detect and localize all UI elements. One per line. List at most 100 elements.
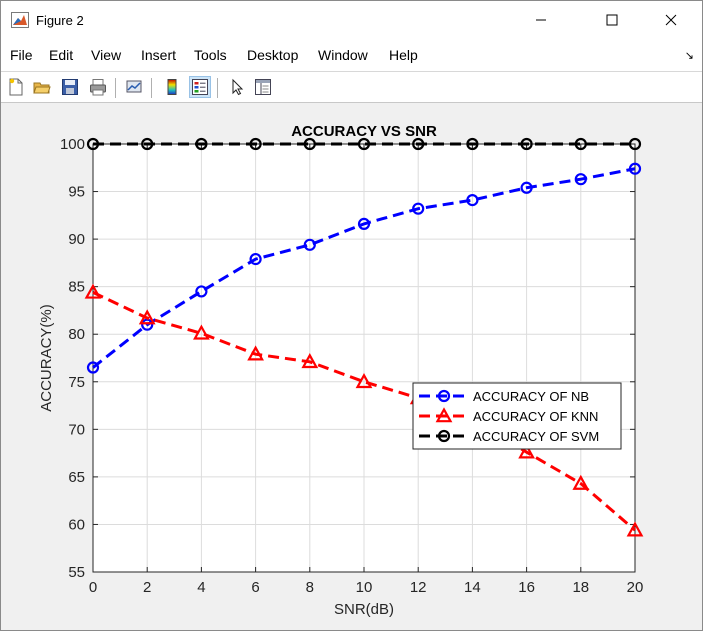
edit-plot-button[interactable] — [226, 76, 248, 98]
close-button[interactable] — [648, 1, 694, 39]
x-tick-label: 6 — [251, 579, 259, 596]
x-tick-label: 4 — [197, 579, 205, 596]
menu-window[interactable]: Window — [318, 47, 368, 63]
menu-bar: File Edit View Insert Tools Desktop Wind… — [1, 39, 702, 71]
x-tick-label: 2 — [143, 579, 151, 596]
menu-desktop[interactable]: Desktop — [247, 47, 299, 63]
menu-view[interactable]: View — [91, 47, 122, 63]
save-button[interactable] — [59, 76, 81, 98]
legend[interactable]: ACCURACY OF NB ACCURACY OF KNN ACCURACY OF… — [412, 382, 622, 450]
open-file-icon — [33, 82, 51, 94]
menu-file[interactable]: File — [10, 47, 33, 63]
data-point-svm — [412, 137, 425, 151]
toolbar-separator — [115, 78, 116, 98]
toolbar-separator — [151, 78, 152, 98]
data-point-nb — [466, 194, 479, 207]
data-point-nb — [195, 285, 208, 298]
data-point-nb — [520, 181, 533, 194]
data-point-nb — [86, 361, 100, 374]
legend-marker-svm — [437, 429, 451, 443]
legend-marker-knn — [435, 407, 453, 423]
x-tick-label: 12 — [410, 579, 427, 596]
print-icon — [90, 79, 106, 96]
edit-plot-pointer-icon — [232, 78, 244, 96]
x-axis-label: SNR(dB) — [334, 601, 394, 618]
data-point-nb — [303, 238, 316, 251]
data-point-knn — [84, 283, 102, 299]
dock-arrow-icon[interactable]: ↘ — [684, 50, 694, 62]
data-point-nb — [141, 318, 154, 331]
series-svm — [86, 137, 642, 151]
data-point-knn — [247, 345, 264, 361]
y-tick-label: 60 — [68, 516, 85, 533]
accuracy-plot[interactable]: 0 2 4 6 8 10 12 14 16 18 20 55 60 65 70 75 80 85 90 95 100 A… — [2, 104, 702, 630]
data-point-svm — [249, 137, 262, 151]
legend-icon — [192, 79, 208, 95]
link-plot-button[interactable] — [123, 76, 145, 98]
menu-insert[interactable]: Insert — [141, 47, 177, 63]
series-line-nb — [92, 167, 636, 369]
print-button[interactable] — [87, 76, 109, 98]
window-title: Figure 2 — [36, 13, 84, 28]
data-point-nb — [574, 173, 587, 186]
toolbar-separator — [217, 78, 218, 98]
legend-marker-nb — [437, 389, 451, 403]
data-point-svm — [141, 137, 154, 151]
x-tick-label: 10 — [356, 579, 373, 596]
maximize-icon — [606, 14, 618, 26]
data-point-svm — [357, 137, 371, 151]
matlab-logo-icon — [11, 12, 29, 28]
x-tick-label: 0 — [89, 579, 97, 596]
new-figure-icon — [9, 78, 23, 96]
data-point-knn — [518, 443, 535, 459]
property-inspector-button[interactable] — [252, 76, 274, 98]
y-tick-label: 90 — [68, 231, 85, 248]
data-point-knn — [301, 353, 319, 369]
x-tick-label: 20 — [627, 579, 644, 596]
colorbar-icon — [167, 79, 177, 95]
legend-label-nb: ACCURACY OF NB — [473, 389, 589, 404]
figure-canvas: 0 2 4 6 8 10 12 14 16 18 20 55 60 65 70 75 80 85 90 95 100 A… — [2, 104, 702, 630]
property-inspector-icon — [255, 79, 271, 95]
data-point-svm — [628, 137, 642, 151]
y-tick-label: 95 — [68, 184, 85, 201]
new-figure-button[interactable] — [5, 76, 27, 98]
data-point-knn — [355, 373, 373, 389]
colorbar-button[interactable] — [161, 76, 183, 98]
y-axis-label: ACCURACY(%) — [38, 304, 55, 412]
y-tick-label: 70 — [68, 421, 85, 438]
data-point-nb — [249, 252, 262, 266]
y-tick-label: 100 — [60, 136, 85, 153]
y-tick-label: 80 — [68, 326, 85, 343]
close-icon — [665, 14, 677, 26]
data-point-knn — [626, 521, 644, 537]
chart-title: ACCURACY VS SNR — [291, 123, 437, 140]
x-tick-label: 16 — [518, 579, 535, 596]
title-bar[interactable]: Figure 2 — [1, 1, 702, 39]
data-point-knn — [193, 324, 210, 340]
legend-button[interactable] — [189, 76, 211, 98]
y-tick-label: 55 — [68, 564, 85, 581]
link-plot-icon — [126, 80, 142, 93]
y-tick-label: 65 — [68, 469, 85, 486]
data-point-svm — [574, 137, 587, 151]
minimize-button[interactable] — [518, 1, 564, 39]
data-point-svm — [86, 137, 100, 151]
data-point-nb — [412, 202, 425, 215]
x-tick-label: 18 — [572, 579, 589, 596]
data-point-svm — [466, 137, 479, 151]
minimize-icon — [536, 19, 546, 21]
open-file-button[interactable] — [31, 76, 53, 98]
figure-toolbar — [1, 71, 702, 103]
y-tick-label: 75 — [68, 374, 85, 391]
maximize-button[interactable] — [589, 1, 635, 39]
menu-edit[interactable]: Edit — [49, 47, 74, 63]
series-nb — [86, 162, 642, 374]
menu-tools[interactable]: Tools — [194, 47, 227, 63]
menu-help[interactable]: Help — [389, 47, 418, 63]
data-point-nb — [357, 217, 371, 230]
data-point-svm — [520, 137, 533, 151]
save-icon — [62, 79, 78, 95]
x-tick-label: 14 — [464, 579, 481, 596]
data-point-svm — [195, 137, 208, 151]
